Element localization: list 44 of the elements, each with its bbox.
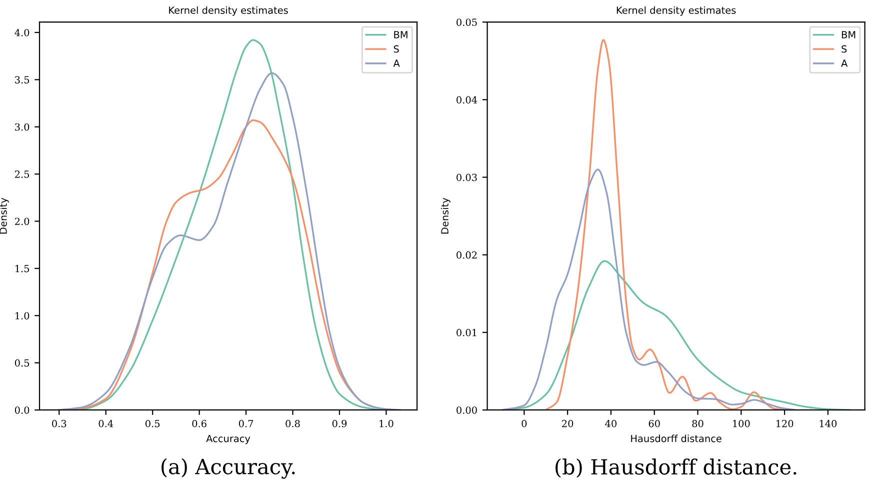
x-tick-label: 120 — [776, 420, 794, 428]
x-tick-label: 0.3 — [52, 420, 66, 428]
y-tick-label: 2.5 — [14, 170, 30, 178]
x-tick-label: 60 — [648, 420, 660, 428]
x-tick-label: 0.7 — [238, 420, 254, 428]
y-tick-label: 0.00 — [456, 406, 477, 414]
x-tick-label: 20 — [562, 420, 574, 428]
x-tick-label: 0.6 — [192, 420, 206, 428]
x-tick-label: 100 — [733, 420, 750, 428]
y-tick-label: 0.5 — [14, 359, 30, 367]
x-tick-label: 1.0 — [380, 420, 394, 428]
y-tick-label: 0.05 — [456, 18, 477, 26]
x-tick-label: 0.4 — [98, 420, 114, 428]
x-tick-label: 0.5 — [145, 420, 160, 428]
legend-label: BM — [842, 31, 856, 38]
legend-label: A — [841, 60, 848, 67]
text: (b) Hausdorff distance. — [556, 458, 796, 478]
y-axis-title: Density — [440, 198, 450, 234]
x-tick-label: 0 — [522, 420, 527, 428]
x-axis-title: Accuracy — [206, 434, 250, 444]
y-tick-label: 1.0 — [16, 312, 30, 320]
chart-title: Kernel density estimates — [616, 6, 736, 16]
y-tick-label: 4.0 — [14, 28, 30, 36]
x-axis-title: Hausdorff distance — [631, 434, 722, 442]
legend-label: S — [842, 45, 847, 53]
chart-title: Kernel density estimates — [169, 6, 288, 16]
y-tick-label: 1.5 — [16, 264, 30, 272]
x-tick-label: 40 — [605, 420, 617, 428]
x-tick-label: 0.8 — [286, 420, 300, 428]
legend-label: S — [394, 45, 399, 53]
y-tick-label: 3.0 — [15, 123, 30, 131]
y-tick-label: 0.02 — [456, 251, 477, 259]
legend-label: A — [393, 60, 400, 67]
x-tick-label: 140 — [820, 420, 837, 428]
x-tick-label: 0.9 — [332, 420, 347, 428]
y-tick-label: 2.0 — [14, 218, 30, 226]
text: (a) Accuracy. — [162, 458, 295, 479]
y-tick-label: 0.01 — [456, 328, 476, 336]
y-tick-label: 3.5 — [15, 76, 30, 84]
legend-label: BM — [394, 31, 408, 38]
y-tick-label: 0.04 — [456, 96, 478, 104]
y-tick-label: 0.0 — [14, 406, 30, 414]
x-tick-label: 80 — [692, 420, 704, 428]
y-tick-label: 0.03 — [456, 174, 477, 182]
